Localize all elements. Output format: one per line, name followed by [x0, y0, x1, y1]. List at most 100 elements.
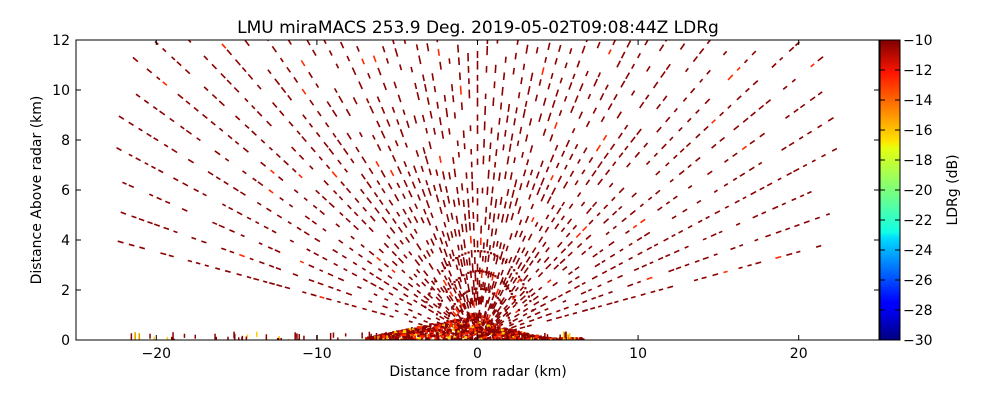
echo-dash	[373, 191, 379, 198]
boundary-layer-echo	[382, 337, 385, 340]
echo-dash	[556, 207, 562, 215]
echo-dash	[607, 49, 612, 55]
clutter-echo	[457, 332, 459, 339]
boundary-layer-echo	[538, 338, 542, 340]
arc-echo	[509, 290, 512, 293]
boundary-layer-echo	[410, 333, 414, 336]
echo-dash	[298, 154, 305, 160]
echo-dash	[574, 266, 580, 271]
echo-dash	[568, 203, 574, 210]
boundary-layer-echo	[522, 336, 525, 340]
boundary-layer-echo	[403, 334, 407, 336]
echo-dash	[733, 125, 740, 131]
colorbar-tick-label: −18	[903, 153, 933, 169]
boundary-layer-echo	[500, 328, 504, 332]
echo-dash	[821, 153, 826, 158]
echo-dash	[399, 239, 404, 245]
echo-dash	[203, 55, 209, 61]
echo-dash	[457, 244, 460, 251]
boundary-layer-echo	[526, 333, 529, 336]
echo-dash	[504, 171, 507, 180]
boundary-layer-echo	[555, 337, 558, 340]
echo-dash	[458, 304, 465, 313]
echo-dash	[545, 214, 550, 220]
echo-dash	[487, 169, 490, 179]
echo-dash	[486, 186, 489, 196]
echo-dash	[502, 72, 506, 81]
echo-dash	[785, 227, 791, 231]
echo-dash	[302, 114, 307, 120]
echo-dash	[322, 256, 328, 261]
arc-echo	[504, 309, 507, 312]
echo-dash	[606, 302, 613, 306]
echo-dash	[226, 49, 233, 56]
echo-dash	[543, 256, 550, 264]
echo-dash	[588, 156, 594, 164]
echo-dash	[542, 295, 549, 300]
echo-dash	[218, 224, 225, 229]
clutter-echo	[530, 337, 532, 340]
echo-dash	[607, 279, 613, 284]
echo-dash	[381, 106, 386, 114]
echo-dash	[441, 230, 445, 237]
echo-dash	[469, 298, 473, 305]
clutter-echo	[153, 336, 155, 340]
echo-dash	[394, 309, 399, 313]
boundary-layer-echo	[461, 337, 464, 340]
echo-dash	[492, 97, 495, 106]
echo-dash	[356, 45, 360, 52]
echo-dash	[519, 322, 525, 326]
echo-dash	[416, 92, 420, 101]
echo-dash	[144, 162, 149, 166]
echo-dash	[407, 308, 413, 312]
clutter-echo	[375, 333, 378, 340]
echo-dash	[706, 170, 713, 176]
boundary-layer-echo	[504, 337, 508, 340]
chart-title: LMU miraMACS 253.9 Deg. 2019-05-02T09:08…	[237, 18, 719, 38]
boundary-layer-echo	[504, 335, 507, 338]
arc-echo	[451, 283, 454, 286]
echo-dash	[260, 139, 266, 144]
echo-dash	[574, 95, 579, 103]
boundary-layer-echo	[394, 336, 398, 339]
echo-dash	[302, 291, 307, 294]
echo-dash	[490, 280, 495, 290]
echo-dash	[337, 159, 342, 165]
colorbar-tick-label: −30	[903, 333, 933, 349]
echo-dash	[163, 143, 169, 148]
echo-dash	[351, 304, 357, 308]
boundary-layer-echo	[371, 337, 375, 340]
echo-dash	[587, 288, 593, 292]
echo-dash	[545, 184, 550, 190]
boundary-layer-echo	[560, 338, 563, 340]
echo-dash	[442, 171, 446, 180]
boundary-layer-echo	[414, 327, 417, 331]
echo-dash	[558, 44, 562, 53]
boundary-layer-echo	[493, 328, 495, 331]
echo-dash	[325, 297, 332, 301]
echo-dash	[452, 287, 457, 294]
boundary-layer-echo	[416, 334, 420, 337]
y-tick-label: 8	[61, 133, 70, 149]
echo-dash	[293, 189, 299, 194]
echo-dash	[484, 299, 488, 308]
echo-dash	[515, 107, 518, 114]
echo-dash	[430, 212, 434, 219]
boundary-layer-echo	[444, 322, 448, 326]
boundary-layer-echo	[438, 324, 442, 327]
echo-dash	[180, 125, 185, 130]
echo-dash	[331, 171, 338, 178]
arc-echo	[505, 284, 508, 287]
echo-dash	[185, 129, 192, 135]
echo-dash	[312, 204, 318, 209]
echo-dash	[585, 207, 592, 215]
echo-dash	[452, 95, 455, 103]
echo-dash	[612, 225, 617, 230]
boundary-layer-echo	[498, 327, 500, 330]
boundary-layer-echo	[430, 329, 434, 332]
echo-dash	[378, 286, 384, 291]
echo-dash	[403, 160, 408, 168]
echo-dash	[527, 86, 531, 95]
echo-dash	[381, 187, 386, 194]
echo-dash	[171, 148, 178, 154]
